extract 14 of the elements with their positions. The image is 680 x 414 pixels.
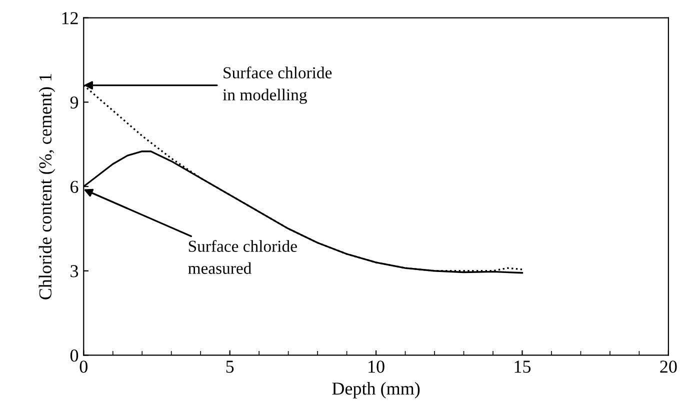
annotation: Surface chloride measured (188, 240, 297, 274)
x-tick-label: 0 (80, 360, 88, 373)
x-tick-label: 10 (368, 360, 384, 373)
x-axis-title: Depth (mm) (332, 382, 420, 398)
y-tick-label: 0 (70, 349, 78, 362)
x-tick-label: 15 (514, 360, 531, 373)
y-tick-label: 6 (70, 180, 78, 193)
y-tick-label: 12 (62, 12, 78, 24)
x-tick-label: 20 (660, 360, 677, 373)
y-axis-title: Chloride content (%, cement) 1 (38, 74, 56, 300)
annotation: Surface chloride in modelling (222, 66, 332, 104)
y-tick-label: 3 (70, 265, 78, 278)
x-tick-label: 5 (226, 360, 234, 373)
y-tick-label: 9 (70, 96, 78, 109)
